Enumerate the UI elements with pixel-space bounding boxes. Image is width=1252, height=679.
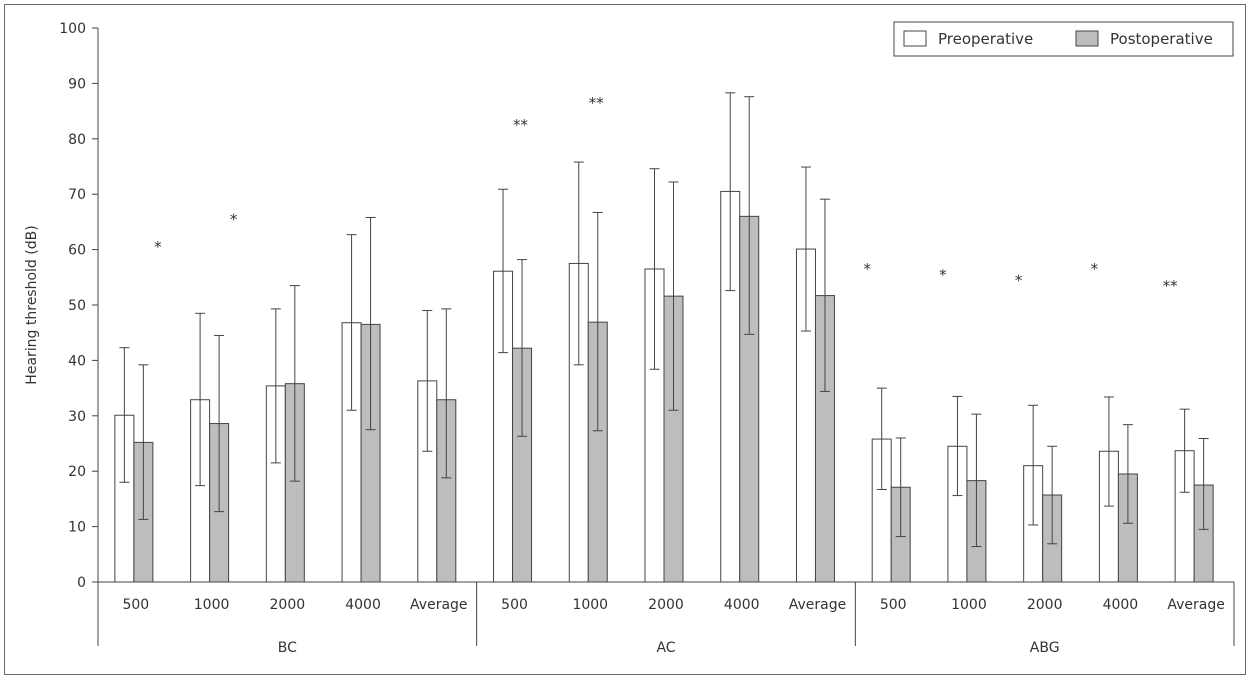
category-label: 4000 — [1103, 597, 1139, 613]
legend-label-postoperative: Postoperative — [1110, 30, 1213, 48]
chart-frame — [4, 4, 1246, 675]
y-tick-label: 100 — [59, 21, 86, 37]
significance-mark: * — [939, 266, 947, 284]
legend: Preoperative Postoperative — [893, 21, 1234, 57]
significance-mark: * — [1015, 271, 1023, 289]
y-tick-label: 0 — [77, 575, 86, 591]
category-label: Average — [789, 597, 847, 613]
significance-marks: ******* * **** — [154, 94, 1178, 295]
category-label: 4000 — [345, 597, 381, 613]
y-tick-label: 40 — [68, 353, 86, 369]
legend-swatch-preoperative — [903, 30, 927, 47]
legend-swatch-postoperative — [1075, 30, 1099, 47]
error-bars — [119, 92, 1209, 548]
y-tick-label: 60 — [68, 243, 86, 259]
category-label: 1000 — [951, 597, 987, 613]
category-label: 2000 — [270, 597, 306, 613]
y-axis-label: Hearing threshold (dB) — [24, 225, 40, 384]
category-label: 500 — [501, 597, 528, 613]
legend-box — [893, 21, 1234, 57]
group-label: ABG — [1030, 640, 1060, 656]
y-tick-label: 80 — [68, 132, 86, 148]
y-tick-label: 20 — [68, 464, 86, 480]
category-label: 1000 — [194, 597, 230, 613]
y-tick-label: 90 — [68, 76, 86, 92]
legend-label-preoperative: Preoperative — [938, 30, 1033, 48]
y-tick-label: 30 — [68, 409, 86, 425]
significance-mark: ** — [1163, 277, 1179, 295]
significance-mark: ** — [589, 94, 605, 112]
x-axis: BC 500 1000 2000 4000 Average AC 500 1000 2000 400… — [97, 581, 1235, 656]
significance-mark: * — [154, 238, 162, 256]
group-label: AC — [656, 640, 675, 656]
group-label: BC — [278, 640, 297, 656]
category-label: 1000 — [572, 597, 608, 613]
significance-mark: * — [863, 260, 871, 278]
category-label: 500 — [122, 597, 149, 613]
y-tick-label: 70 — [68, 187, 86, 203]
significance-mark: * — [1091, 260, 1099, 278]
category-label: 4000 — [724, 597, 760, 613]
category-label: 2000 — [648, 597, 684, 613]
significance-mark: * — [230, 210, 238, 228]
y-tick-label: 50 — [68, 298, 86, 314]
significance-mark: ** — [513, 116, 529, 134]
bars — [114, 190, 1214, 583]
category-label: 500 — [880, 597, 907, 613]
category-label: Average — [410, 597, 468, 613]
category-label: 2000 — [1027, 597, 1063, 613]
y-axis: 0 10 20 30 40 50 60 70 80 90 100 — [59, 21, 99, 591]
category-label: Average — [1167, 597, 1225, 613]
y-tick-label: 10 — [68, 520, 86, 536]
